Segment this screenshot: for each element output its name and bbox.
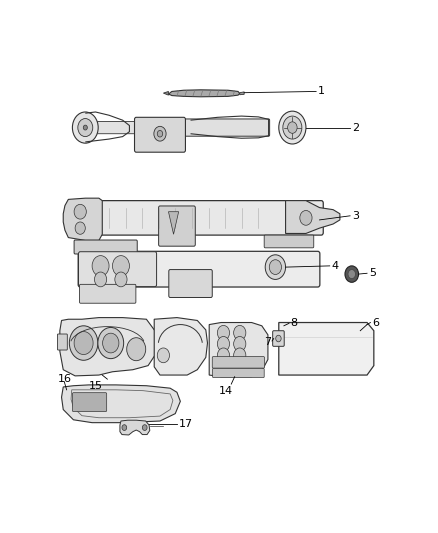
- Text: 15: 15: [88, 381, 102, 391]
- FancyBboxPatch shape: [71, 200, 323, 235]
- FancyBboxPatch shape: [134, 117, 185, 152]
- FancyBboxPatch shape: [80, 284, 136, 303]
- Text: 7: 7: [265, 337, 272, 347]
- FancyBboxPatch shape: [273, 330, 284, 346]
- Circle shape: [233, 325, 246, 340]
- Polygon shape: [240, 92, 244, 95]
- Circle shape: [279, 111, 306, 144]
- Circle shape: [69, 326, 98, 360]
- Circle shape: [157, 131, 162, 137]
- Text: 4: 4: [332, 261, 339, 271]
- FancyBboxPatch shape: [72, 393, 107, 411]
- Text: 1: 1: [318, 86, 325, 96]
- FancyBboxPatch shape: [78, 252, 156, 287]
- Circle shape: [122, 425, 127, 431]
- Circle shape: [288, 122, 297, 133]
- Circle shape: [217, 336, 230, 351]
- Text: 6: 6: [372, 318, 379, 327]
- Circle shape: [300, 211, 312, 225]
- Polygon shape: [209, 322, 268, 377]
- Circle shape: [75, 222, 85, 235]
- Circle shape: [157, 348, 170, 363]
- FancyBboxPatch shape: [57, 334, 67, 350]
- Text: 16: 16: [58, 374, 72, 384]
- Circle shape: [283, 116, 302, 139]
- Circle shape: [102, 333, 119, 353]
- Text: 3: 3: [352, 211, 359, 221]
- Circle shape: [92, 256, 109, 276]
- Circle shape: [265, 255, 286, 279]
- Circle shape: [233, 336, 246, 351]
- FancyBboxPatch shape: [78, 252, 320, 287]
- Circle shape: [154, 126, 166, 141]
- FancyBboxPatch shape: [264, 235, 314, 248]
- Circle shape: [127, 338, 146, 361]
- FancyBboxPatch shape: [212, 357, 265, 368]
- Polygon shape: [154, 318, 208, 375]
- Circle shape: [72, 112, 98, 143]
- Circle shape: [74, 332, 93, 354]
- Polygon shape: [279, 322, 374, 375]
- FancyBboxPatch shape: [169, 270, 212, 297]
- Circle shape: [74, 204, 86, 219]
- Text: 14: 14: [219, 386, 233, 396]
- Circle shape: [348, 270, 356, 279]
- Circle shape: [83, 125, 87, 130]
- FancyBboxPatch shape: [183, 119, 270, 136]
- Polygon shape: [169, 212, 179, 235]
- Polygon shape: [286, 200, 340, 233]
- Circle shape: [276, 335, 281, 342]
- Polygon shape: [60, 318, 155, 376]
- FancyBboxPatch shape: [74, 240, 137, 254]
- Circle shape: [345, 266, 359, 282]
- Text: 5: 5: [369, 268, 376, 278]
- Text: 17: 17: [179, 419, 193, 429]
- Circle shape: [217, 325, 230, 340]
- Circle shape: [269, 260, 282, 274]
- FancyBboxPatch shape: [95, 122, 151, 134]
- Circle shape: [98, 327, 124, 359]
- Circle shape: [142, 425, 147, 431]
- Polygon shape: [120, 420, 150, 435]
- FancyBboxPatch shape: [212, 368, 264, 377]
- Text: 2: 2: [352, 123, 359, 133]
- Polygon shape: [63, 198, 102, 240]
- Circle shape: [115, 272, 127, 287]
- Circle shape: [217, 348, 230, 363]
- FancyBboxPatch shape: [159, 206, 195, 246]
- Polygon shape: [61, 385, 180, 423]
- Circle shape: [95, 272, 107, 287]
- Text: 8: 8: [291, 318, 298, 327]
- Circle shape: [233, 348, 246, 363]
- Circle shape: [78, 118, 93, 136]
- Polygon shape: [169, 90, 240, 97]
- Polygon shape: [163, 92, 169, 95]
- Circle shape: [113, 256, 130, 276]
